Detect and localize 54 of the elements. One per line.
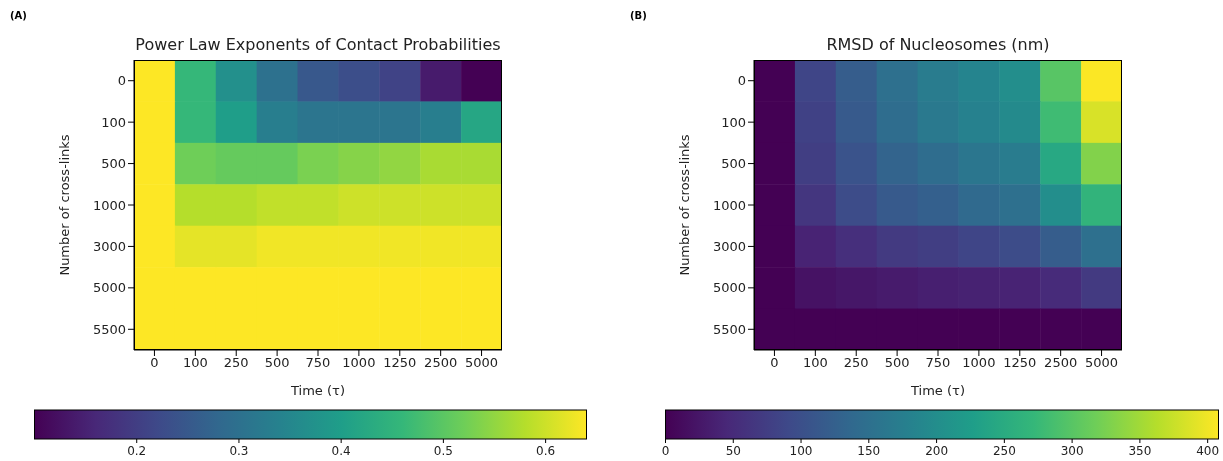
color-bar-label: 0.5 <box>433 444 453 458</box>
chart-title: Power Law Exponents of Contact Probabilities <box>134 35 502 54</box>
y-axis-title: Number of cross-links <box>676 134 692 276</box>
y-tick-label: 5000 <box>92 280 126 296</box>
y-tick-label: 500 <box>721 156 746 172</box>
color-bar-label: 350 <box>1128 444 1152 458</box>
x-tick-label: 750 <box>925 355 951 371</box>
x-tick-label: 250 <box>223 355 249 371</box>
color-bar-label: 250 <box>992 444 1016 458</box>
y-tick-label: 500 <box>101 156 126 172</box>
color-bar-label: 0 <box>661 444 670 458</box>
color-bar-label: 150 <box>857 444 881 458</box>
color-bar-label: 200 <box>925 444 949 458</box>
text: (B) <box>630 10 647 21</box>
y-tick-label: 3000 <box>92 239 126 255</box>
text: (A) <box>10 10 27 21</box>
x-tick-label: 1000 <box>962 355 996 371</box>
x-tick-label: 2500 <box>1044 355 1078 371</box>
color-bar-label: 0.4 <box>331 444 351 458</box>
y-tick-label: 1000 <box>712 197 746 213</box>
color-bar-label: 300 <box>1060 444 1084 458</box>
x-tick-label: 1000 <box>342 355 376 371</box>
x-tick-label: 1250 <box>1003 355 1037 371</box>
x-tick-label: 2500 <box>424 355 458 371</box>
y-tick-label: 0 <box>117 73 126 89</box>
x-tick-label: 500 <box>884 355 910 371</box>
y-tick-label: 1000 <box>92 197 126 213</box>
x-tick-label: 5000 <box>1085 355 1119 371</box>
color-bar-label: 0.6 <box>536 444 556 458</box>
x-tick-label: 0 <box>150 355 159 371</box>
x-tick-label: 5000 <box>465 355 499 371</box>
y-tick-label: 5000 <box>712 280 746 296</box>
x-tick-label: 1250 <box>383 355 417 371</box>
y-tick-label: 100 <box>721 114 746 130</box>
y-axis-title: Number of cross-links <box>56 134 72 276</box>
x-tick-label: 500 <box>264 355 290 371</box>
x-tick-label: 0 <box>770 355 779 371</box>
x-tick-label: 100 <box>802 355 828 371</box>
color-bar-label: 50 <box>725 444 741 458</box>
color-bar-label: 0.3 <box>229 444 249 458</box>
x-tick-label: 100 <box>182 355 208 371</box>
x-tick-label: 250 <box>843 355 869 371</box>
x-axis-title: Time (τ) <box>910 383 965 398</box>
y-tick-label: 5500 <box>712 321 746 337</box>
y-tick-label: 5500 <box>92 321 126 337</box>
y-tick-label: 3000 <box>712 239 746 255</box>
x-tick-label: 750 <box>305 355 331 371</box>
color-bar-label: 400 <box>1196 444 1220 458</box>
x-axis-title: Time (τ) <box>290 383 345 398</box>
chart-title: RMSD of Nucleosomes (nm) <box>825 35 1051 54</box>
y-tick-label: 0 <box>737 73 746 89</box>
color-bar-label: 0.2 <box>127 444 147 458</box>
y-tick-label: 100 <box>101 114 126 130</box>
color-bar-label: 100 <box>789 444 813 458</box>
